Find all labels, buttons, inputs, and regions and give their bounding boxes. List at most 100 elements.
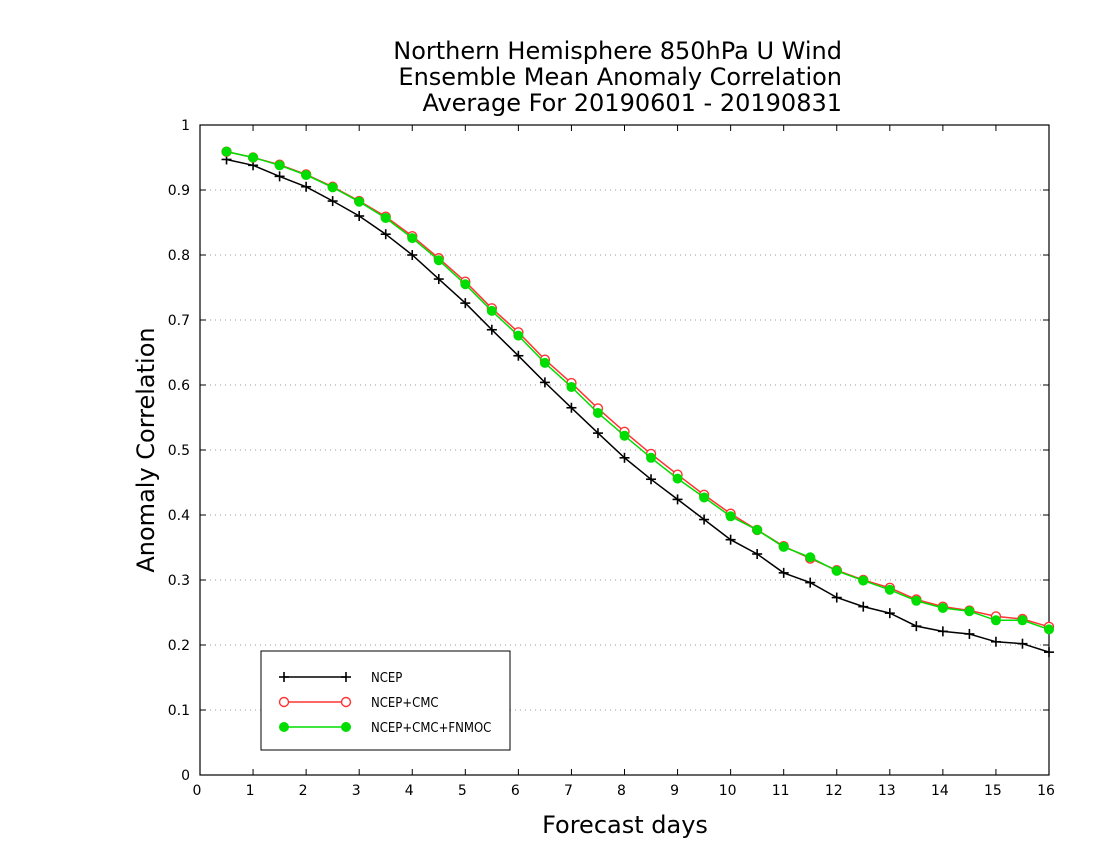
data-point-ncep-cmc-fnmoc [566, 381, 577, 392]
data-point-ncep-cmc-fnmoc [327, 182, 338, 193]
data-point-ncep-cmc-fnmoc [725, 511, 736, 522]
x-axis-label: Forecast days [542, 811, 708, 839]
x-tick-label: 1 [246, 783, 255, 799]
data-point-ncep [513, 350, 524, 361]
data-point-ncep-cmc-fnmoc [858, 575, 869, 586]
y-tick-label: 0.7 [168, 313, 190, 329]
legend-marker [278, 696, 290, 708]
x-tick-label: 2 [299, 783, 308, 799]
data-point-ncep-cmc-fnmoc [248, 152, 259, 163]
title-line-3: Average For 20190601 - 20190831 [422, 89, 842, 117]
x-tick-label: 16 [1037, 783, 1055, 799]
title-line-2: Ensemble Mean Anomaly Correlation [398, 63, 842, 91]
legend-marker [340, 696, 352, 708]
data-point-ncep-cmc-fnmoc [672, 473, 683, 484]
series-ncep-cmc-fnmoc [221, 146, 1054, 635]
data-point-ncep [301, 181, 312, 192]
title-line-1: Northern Hemisphere 850hPa U Wind [393, 37, 842, 65]
legend-item-ncep-cmc: NCEP+CMC [278, 696, 439, 711]
data-point-ncep-cmc-fnmoc [354, 196, 365, 207]
y-tick-label: 0.3 [168, 573, 190, 589]
data-point-ncep [964, 628, 975, 639]
data-point-ncep-cmc-fnmoc [1017, 615, 1028, 626]
chart-title: Northern Hemisphere 850hPa U Wind Ensemb… [393, 37, 842, 117]
data-point-ncep-cmc-fnmoc [699, 492, 710, 503]
data-point-ncep [937, 626, 948, 637]
data-point-ncep-cmc-fnmoc [752, 524, 763, 535]
series-line-ncep-cmc [226, 150, 1050, 628]
x-tick-label: 7 [564, 783, 573, 799]
x-tick-label: 6 [511, 783, 520, 799]
data-point-ncep [1044, 647, 1054, 658]
series-line-ncep-cmc-fnmoc [226, 150, 1050, 631]
data-point-ncep-cmc-fnmoc [990, 615, 1001, 626]
y-tick-label: 0.6 [168, 378, 190, 394]
x-tick-label: 9 [670, 783, 679, 799]
data-point-ncep-cmc-fnmoc [646, 452, 657, 463]
data-point-ncep-cmc-fnmoc [433, 255, 444, 266]
data-point-ncep [327, 196, 338, 207]
data-point-ncep-cmc-fnmoc [460, 279, 471, 290]
data-point-ncep-cmc-fnmoc [778, 541, 789, 552]
axis-ticks: 00.10.20.30.40.50.60.70.80.910 1 2 3 4 5 6 7 8 9 1… [168, 118, 1055, 799]
x-tick-label: 0 [193, 783, 202, 799]
data-point-ncep-cmc-fnmoc [221, 146, 232, 157]
legend-marker [341, 672, 351, 682]
legend-label: NCEP+CMC+FNMOC [371, 721, 491, 736]
data-point-ncep [672, 494, 683, 505]
data-point-ncep-cmc-fnmoc [513, 330, 524, 341]
y-tick-label: 0.1 [168, 703, 190, 719]
data-point-ncep-cmc-fnmoc [964, 606, 975, 617]
data-point-ncep-cmc-fnmoc [407, 233, 418, 244]
data-point-ncep-cmc-fnmoc [619, 430, 630, 441]
data-point-ncep [831, 592, 842, 603]
data-point-ncep-cmc-fnmoc [805, 552, 816, 563]
legend-marker [279, 722, 289, 732]
series-ncep [221, 154, 1054, 658]
data-point-ncep [486, 324, 497, 335]
legend-box [260, 650, 511, 751]
y-tick-label: 0 [181, 768, 190, 784]
data-point-ncep [460, 298, 471, 309]
data-point-ncep [566, 402, 577, 413]
data-point-ncep-cmc-fnmoc [1044, 624, 1054, 635]
data-point-ncep [1017, 638, 1028, 649]
x-tick-label: 15 [984, 783, 1002, 799]
x-tick-label: 10 [719, 783, 737, 799]
legend: NCEP NCEP+CMC NCEP+CMC+FNMOC [260, 650, 511, 751]
data-point-ncep-cmc-fnmoc [831, 565, 842, 576]
data-point-ncep [805, 577, 816, 588]
data-point-ncep [646, 474, 657, 485]
series-ncep-cmc [221, 146, 1055, 632]
legend-item-ncep: NCEP [279, 671, 402, 686]
data-point-ncep-cmc-fnmoc [274, 160, 285, 171]
y-axis-label: Anomaly Correlation [132, 327, 160, 572]
x-tick-label: 8 [617, 783, 626, 799]
data-point-ncep [911, 621, 922, 632]
data-point-ncep [407, 250, 418, 260]
legend-marker [279, 672, 289, 682]
data-point-ncep [592, 428, 603, 439]
x-tick-label: 13 [878, 783, 896, 799]
y-tick-label: 0.8 [168, 248, 190, 264]
x-tick-label: 11 [772, 783, 790, 799]
data-point-ncep-cmc-fnmoc [380, 212, 391, 223]
series-line-ncep [226, 158, 1050, 653]
x-tick-label: 4 [405, 783, 414, 799]
data-point-ncep [725, 534, 736, 545]
x-tick-label: 3 [352, 783, 361, 799]
data-point-ncep [433, 274, 444, 285]
data-point-ncep [884, 608, 895, 619]
data-point-ncep [539, 377, 550, 388]
data-point-ncep-cmc-fnmoc [911, 595, 922, 606]
data-point-ncep-cmc-fnmoc [486, 305, 497, 316]
y-tick-label: 0.5 [168, 443, 190, 459]
data-point-ncep-cmc-fnmoc [884, 584, 895, 595]
data-point-ncep-cmc-fnmoc [937, 602, 948, 613]
data-point-ncep [354, 211, 365, 221]
data-point-ncep [752, 549, 763, 559]
grid-lines [200, 189, 1049, 711]
y-tick-label: 0.9 [168, 183, 190, 199]
y-tick-label: 0.2 [168, 638, 190, 654]
